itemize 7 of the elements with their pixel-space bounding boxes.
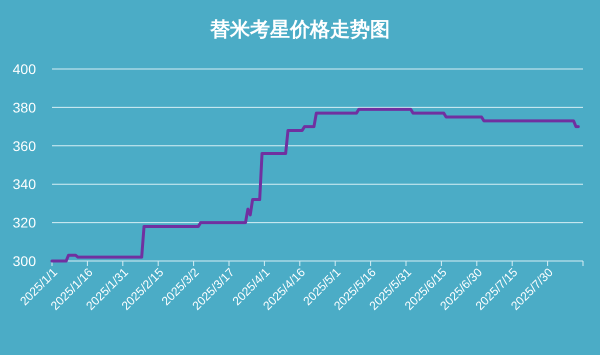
y-tick-label: 340 xyxy=(12,176,36,192)
y-tick-label: 300 xyxy=(12,253,36,269)
y-tick-label: 360 xyxy=(12,138,36,154)
y-tick-label: 400 xyxy=(12,61,36,77)
title: 替米考星价格走势图 xyxy=(210,17,390,41)
y-tick-label: 320 xyxy=(12,214,36,231)
y-tick-label: 380 xyxy=(12,99,36,116)
